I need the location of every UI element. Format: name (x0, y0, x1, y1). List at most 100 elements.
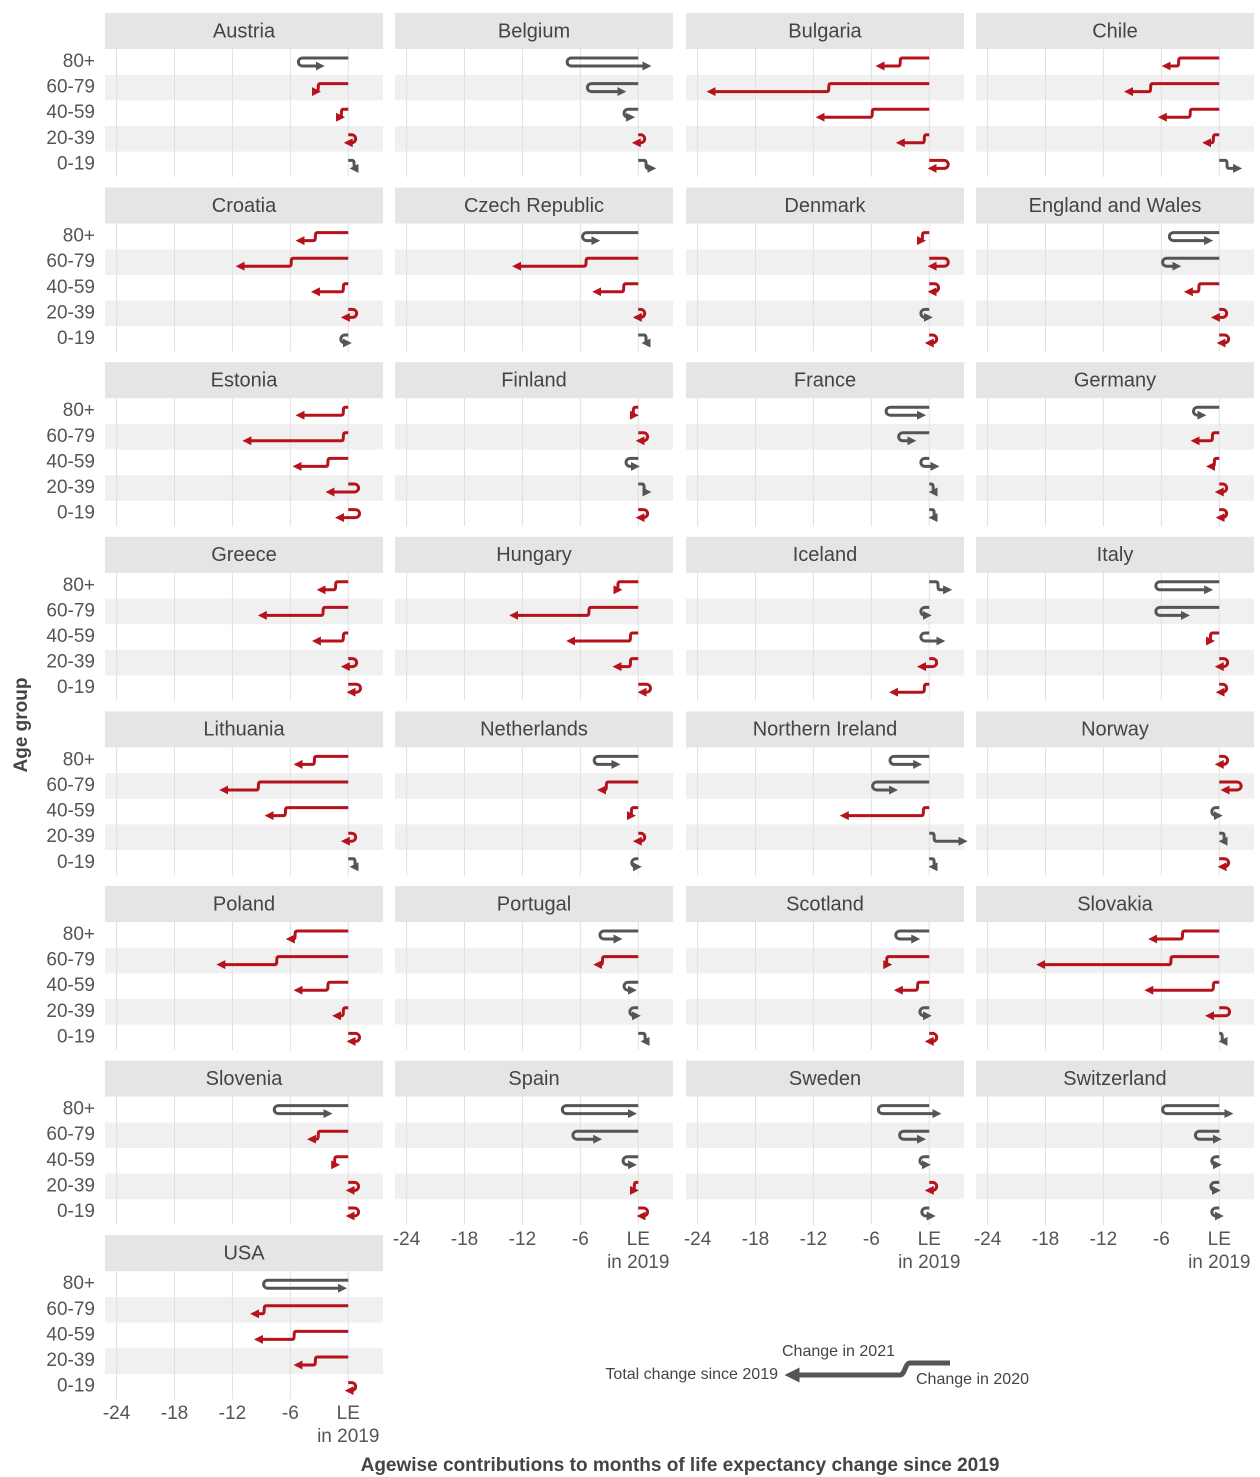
row-band (686, 999, 964, 1025)
row-band (395, 1122, 673, 1148)
arrow (924, 333, 939, 348)
arrow (876, 1104, 942, 1119)
arrow (1210, 1206, 1224, 1221)
arrow (888, 754, 930, 769)
y-tick-label: 80+ (63, 924, 95, 945)
x-tick-label: -18 (1031, 1228, 1060, 1250)
legend-label: Total change since 2019 (605, 1366, 778, 1383)
x-tick-label: -6 (571, 1228, 589, 1250)
y-tick-label: 20-39 (46, 1175, 95, 1196)
arrow (307, 1129, 349, 1144)
strip (976, 536, 1254, 573)
arrow (262, 1278, 349, 1293)
row-band (976, 947, 1254, 974)
arrow (293, 754, 349, 769)
strip (105, 362, 383, 399)
x-tick-label: -18 (450, 1228, 479, 1250)
row-band (976, 74, 1254, 101)
panel-title: Hungary (496, 544, 572, 566)
arrow (898, 1129, 930, 1144)
arrow (929, 831, 968, 846)
arrow (593, 955, 639, 970)
arrow (1167, 231, 1220, 246)
legend-arrow (784, 1360, 950, 1383)
arrow (332, 1006, 349, 1021)
arrow (894, 929, 930, 944)
y-tick-label: 0-19 (57, 153, 95, 174)
row-band (105, 824, 383, 850)
panel-title: Estonia (211, 369, 279, 391)
arrow (839, 806, 930, 821)
arrow (566, 631, 639, 646)
arrow (927, 256, 950, 271)
arrow (626, 806, 639, 821)
panel-title: Belgium (498, 20, 570, 42)
y-tick-label: 40-59 (46, 1150, 95, 1171)
row-band (395, 424, 673, 450)
strip (976, 1060, 1254, 1097)
row-band (976, 649, 1254, 676)
y-tick-label: 60-79 (46, 251, 95, 272)
strip (395, 362, 673, 399)
arrow (613, 580, 639, 595)
y-tick-label: 0-19 (57, 1026, 95, 1047)
arrow (264, 806, 349, 821)
strip (686, 536, 964, 573)
row-band (105, 773, 383, 799)
arrow (581, 231, 639, 246)
arrow (565, 56, 652, 71)
panel-title: Finland (501, 369, 567, 391)
x-tick-label: -12 (799, 1228, 828, 1250)
arrow (272, 1104, 349, 1119)
row-band (686, 475, 964, 501)
arrow (917, 231, 930, 246)
arrow (928, 482, 938, 497)
panel-title: Portugal (497, 893, 572, 915)
arrow (346, 1031, 361, 1046)
arrow (638, 158, 657, 173)
arrow (253, 1329, 349, 1344)
arrow (1209, 1180, 1221, 1195)
row-band (686, 947, 964, 974)
arrow (629, 1180, 639, 1195)
row-band (686, 598, 964, 625)
row-band (976, 424, 1254, 450)
y-tick-label: 60-79 (46, 775, 95, 796)
y-tick-label: 60-79 (46, 1299, 95, 1320)
strip (105, 536, 383, 573)
arrow (512, 256, 639, 271)
arrow (638, 482, 652, 497)
x-tick-label: -6 (862, 1228, 880, 1250)
row-band (686, 1122, 964, 1148)
row-band (976, 773, 1254, 799)
panel-title: Norway (1081, 719, 1149, 741)
panel-title: Germany (1074, 369, 1156, 391)
row-band (976, 598, 1254, 625)
strip (105, 187, 383, 224)
arrow (1214, 482, 1229, 497)
y-tick-label: 20-39 (46, 652, 95, 673)
row-band (105, 475, 383, 501)
arrow (919, 605, 932, 620)
row-band (976, 999, 1254, 1025)
arrow (1219, 780, 1243, 795)
y-tick-label: 0-19 (57, 1201, 95, 1222)
panel-title: Lithuania (203, 719, 285, 741)
x-tick-label: -18 (160, 1403, 189, 1425)
row-band (686, 126, 964, 152)
strip (976, 711, 1254, 748)
arrow (1161, 56, 1220, 71)
panel-title: Sweden (789, 1068, 861, 1090)
row-band (976, 1122, 1254, 1148)
arrow (325, 482, 361, 497)
arrow (897, 431, 930, 446)
arrow (622, 980, 639, 995)
arrow (624, 456, 640, 471)
arrow (928, 857, 938, 872)
y-tick-label: 0-19 (57, 328, 95, 349)
arrow (919, 456, 940, 471)
y-tick-label: 80+ (63, 1099, 95, 1120)
y-tick-label: 60-79 (46, 600, 95, 621)
strip (686, 362, 964, 399)
y-tick-label: 0-19 (57, 677, 95, 698)
